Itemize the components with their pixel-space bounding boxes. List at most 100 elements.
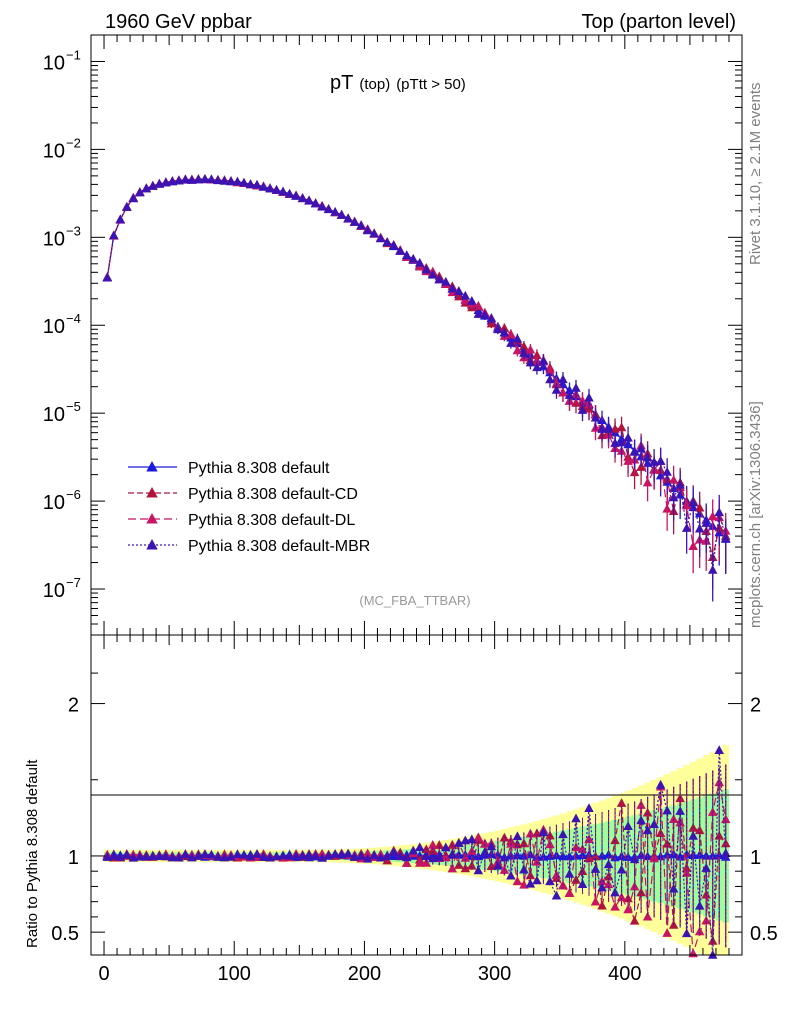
main-marker-mbr [564,390,575,399]
main-marker-mbr [421,264,432,274]
ratio-marker-mbr [519,864,529,874]
ratio-marker-mbr [310,850,321,860]
ratio-panel: 2 2 1 1 0.5 0.5 0 100 200 300 400 [51,634,778,985]
main-marker-mbr [180,174,191,184]
main-marker-mbr [447,283,458,293]
ratio-marker-mbr [369,850,379,860]
ratio-marker-mbr [584,803,594,813]
ratio-marker-mbr [388,847,399,856]
main-marker-mbr [590,412,601,422]
ratio-marker-dl [460,852,471,862]
plot-title: pT (top) (pTtt > 50) [330,72,466,94]
ratio-marker-mbr [597,882,607,892]
main-marker-mbr [291,191,301,200]
main-marker-mbr [454,286,464,295]
ratio-marker-mbr [349,851,360,861]
legend-marker-dl [146,513,158,524]
ratio-marker-dl [694,926,705,936]
ratio-marker-mbr [694,900,705,910]
ratio-marker-dl [415,857,425,867]
main-marker-mbr [668,492,679,502]
main-marker-dl [512,345,523,355]
ratio-marker-mbr [415,842,425,852]
ratio-marker-mbr [180,849,191,859]
main-marker-mbr [493,324,503,334]
main-marker-mbr [187,175,197,184]
main-panel: 10−110−210−310−410−510−610−7 [43,34,743,636]
main-marker-mbr [688,497,698,507]
main-marker-mbr [467,296,477,305]
main-marker-mbr [629,446,640,456]
main-marker-mbr [441,276,451,286]
y-tick-exponent: −4 [66,311,81,326]
main-marker-dl [707,511,718,521]
ratio-marker-mbr [356,851,366,860]
y-tick-exponent: −7 [66,575,81,590]
main-marker-mbr [297,193,308,203]
main-marker-mbr [662,467,672,476]
ratio-marker-dl [473,832,484,842]
main-marker-mbr [141,183,152,193]
main-marker-mbr [571,383,581,392]
ratio-marker-mbr [200,849,210,858]
ratio-marker-mbr [148,851,158,861]
ratio-marker-default [571,850,581,860]
ratio-marker-dl [720,814,731,824]
main-marker-mbr [304,195,314,205]
ratio-marker-dl [616,892,627,902]
ratio-y-label: Ratio to Pythia 8.308 default [24,759,41,948]
ratio-marker-mbr [122,849,132,859]
main-marker-mbr [343,213,353,223]
ratio-marker-default [564,851,575,861]
main-marker-mbr [102,272,113,282]
ratio-marker-mbr [473,865,484,875]
main-marker-mbr [603,423,614,433]
main-marker-dl [525,344,536,354]
ratio-marker-mbr [577,879,588,888]
ratio-marker-mbr [538,827,549,836]
ratio-marker-cd [434,840,445,849]
y-tick-exponent: −1 [66,47,81,62]
ratio-y-tick-label: 0.5 [51,923,79,945]
ratio-marker-mbr [382,851,392,861]
legend-label: Pythia 8.308 default-DL [188,512,355,529]
main-marker-mbr [558,374,568,384]
main-marker-mbr [610,438,620,447]
main-marker-mbr [226,176,236,186]
main-marker-mbr [317,201,327,211]
x-tick-label: 400 [608,963,641,985]
ratio-marker-mbr [701,863,711,872]
analysis-id: (MC_FBA_TTBAR) [359,593,470,608]
ratio-marker-dl [590,896,601,906]
main-marker-cd [636,462,646,471]
main-marker-mbr [239,177,249,187]
ratio-marker-dl [642,911,653,921]
main-marker-mbr [577,405,588,414]
ratio-marker-mbr [154,851,165,861]
main-marker-mbr [506,338,516,347]
main-marker-mbr [460,290,471,300]
main-marker-mbr [499,327,510,337]
main-marker-mbr [206,174,217,184]
y-tick-exponent: −2 [66,135,81,150]
ratio-marker-mbr [506,870,516,880]
ratio-marker-mbr [161,851,171,860]
x-tick-label: 300 [478,963,511,985]
y-tick-label: 10 [43,404,65,426]
main-marker-mbr [707,565,718,574]
main-marker-dl [642,477,653,487]
legend-marker-cd [146,487,158,498]
main-marker-mbr [167,176,178,186]
ratio-y-tick-label-right: 0.5 [750,923,778,945]
ratio-marker-mbr [551,890,562,900]
ratio-marker-mbr [525,878,536,888]
main-marker-mbr [545,374,555,384]
ratio-marker-mbr [317,852,327,862]
main-marker-mbr [330,206,340,216]
y-tick-label: 10 [43,228,65,250]
ratio-marker-dl [649,853,659,863]
ratio-marker-mbr [545,876,555,886]
ratio-marker-mbr [232,849,243,859]
y-tick-label: 10 [43,580,65,602]
main-marker-cd [694,502,705,512]
